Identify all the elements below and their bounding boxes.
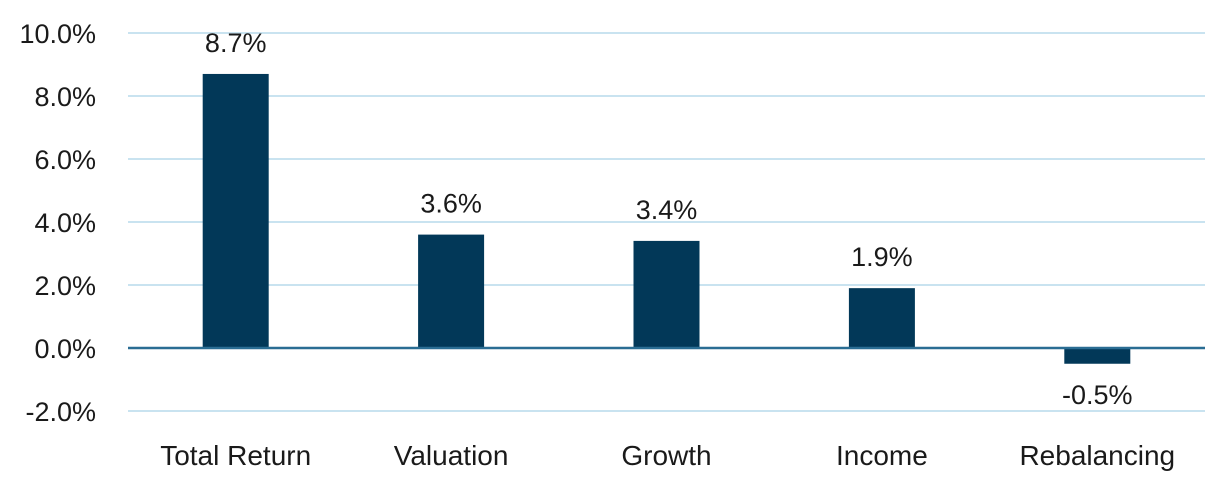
data-label: 3.4% bbox=[636, 195, 698, 225]
bar bbox=[848, 288, 915, 348]
data-label: -0.5% bbox=[1062, 380, 1133, 410]
bar bbox=[633, 240, 700, 348]
category-label: Income bbox=[836, 440, 928, 471]
y-tick-label: 6.0% bbox=[34, 145, 96, 175]
category-label: Total Return bbox=[160, 440, 311, 471]
y-axis-tick-labels: 10.0% 8.0% 6.0% 4.0% 2.0% 0.0% -2.0% bbox=[19, 19, 96, 427]
data-label: 8.7% bbox=[205, 28, 267, 58]
bars bbox=[202, 73, 1131, 364]
y-tick-label: 0.0% bbox=[34, 334, 96, 364]
data-label: 1.9% bbox=[851, 242, 913, 272]
category-label: Rebalancing bbox=[1019, 440, 1175, 471]
category-label: Valuation bbox=[394, 440, 509, 471]
y-tick-label: 4.0% bbox=[34, 208, 96, 238]
data-label: 3.6% bbox=[420, 189, 482, 219]
bar bbox=[1064, 348, 1131, 364]
y-tick-label: 8.0% bbox=[34, 82, 96, 112]
data-labels: 8.7% 3.6% 3.4% 1.9% -0.5% bbox=[205, 28, 1133, 410]
x-axis-category-labels: Total Return Valuation Growth Income Rebalan… bbox=[160, 440, 1175, 471]
y-tick-label: -2.0% bbox=[25, 397, 96, 427]
y-tick-label: 2.0% bbox=[34, 271, 96, 301]
y-tick-label: 10.0% bbox=[19, 19, 96, 49]
bar bbox=[418, 234, 485, 348]
category-label: Growth bbox=[621, 440, 711, 471]
bar bbox=[202, 73, 269, 348]
